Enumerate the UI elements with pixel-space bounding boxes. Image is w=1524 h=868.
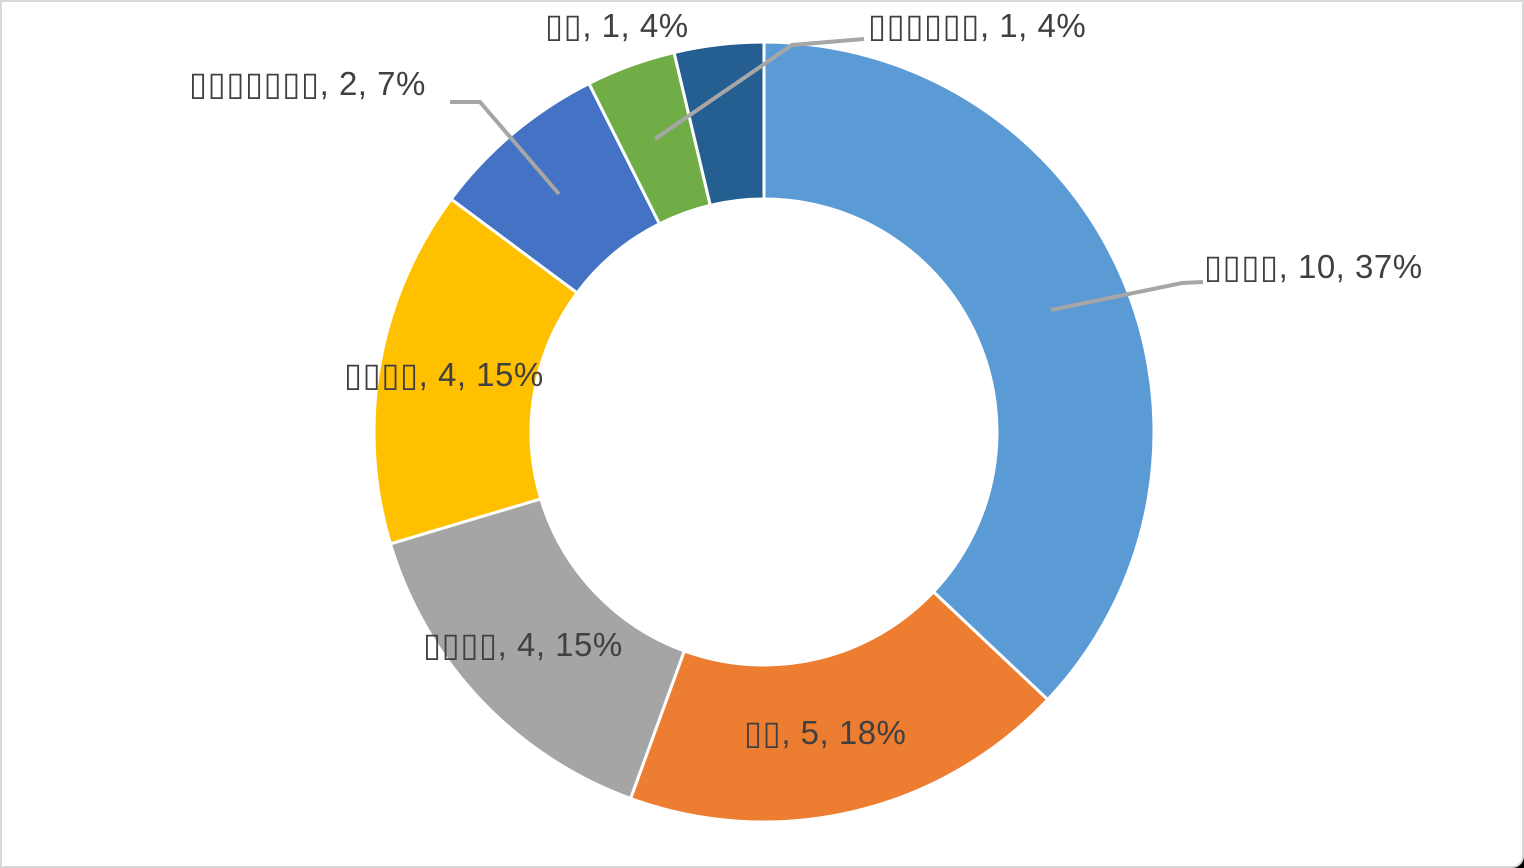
data-label-navy-slice: ▯▯, 1, 4% <box>545 7 689 44</box>
leader-line-royal-slice <box>450 100 561 196</box>
slice-1 <box>762 40 1156 702</box>
leader-line-green-slice <box>653 37 865 141</box>
data-label-yellow-slice: ▯▯▯▯, 4, 15% <box>344 356 544 393</box>
slice-4 <box>372 197 580 546</box>
leader-lines <box>450 37 1204 312</box>
data-label-green-slice: ▯▯▯▯▯▯, 1, 4% <box>868 7 1087 44</box>
leader-line-blue-slice <box>1050 280 1204 312</box>
slice-2 <box>628 589 1050 824</box>
slice-7 <box>672 40 766 208</box>
data-label-gray-slice: ▯▯▯▯, 4, 15% <box>423 626 623 663</box>
data-label-royal-slice: ▯▯▯▯▯▯▯, 2, 7% <box>189 65 426 102</box>
data-label-blue-slice: ▯▯▯▯, 10, 37% <box>1204 248 1423 285</box>
slice-3 <box>388 496 687 801</box>
data-label-orange-slice: ▯▯, 5, 18% <box>744 714 907 751</box>
donut-slices <box>372 40 1156 824</box>
